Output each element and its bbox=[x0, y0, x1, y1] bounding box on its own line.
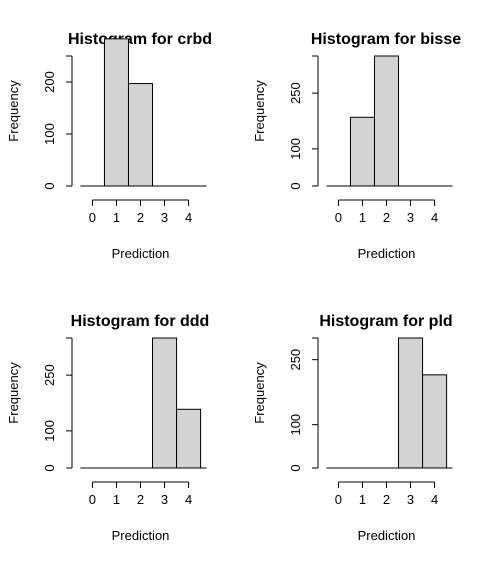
histogram-bar bbox=[422, 374, 448, 469]
chart-title: Histogram for pld bbox=[319, 313, 452, 330]
histogram-panel-2: Histogram for bisse 0 1 2 3 4 0 100 250 Predictio… bbox=[252, 31, 461, 261]
x-axis-label: Prediction bbox=[112, 528, 170, 543]
x-tick-label: 3 bbox=[407, 210, 414, 225]
y-axis-label: Frequency bbox=[6, 80, 21, 142]
chart-title: Histogram for bisse bbox=[311, 31, 461, 48]
x-tick-label: 4 bbox=[185, 210, 192, 225]
histogram-bar bbox=[127, 83, 154, 187]
x-tick-label: 2 bbox=[137, 492, 144, 507]
y-tick-label: 0 bbox=[42, 464, 57, 471]
histogram-bar bbox=[152, 337, 178, 469]
histogram-panel-4: Histogram for pld 0 1 2 3 4 0 100 250 Prediction F… bbox=[252, 313, 453, 543]
x-tick-label: 0 bbox=[335, 210, 342, 225]
y-tick-label: 0 bbox=[288, 464, 303, 471]
y-tick-label: 0 bbox=[288, 182, 303, 189]
x-axis-label: Prediction bbox=[358, 528, 416, 543]
y-axis-label: Frequency bbox=[6, 362, 21, 424]
histogram-bar bbox=[349, 116, 375, 187]
x-tick-label: 2 bbox=[137, 210, 144, 225]
y-tick-label: 250 bbox=[42, 364, 57, 386]
histogram-bar bbox=[373, 55, 400, 187]
x-tick-label: 4 bbox=[431, 492, 438, 507]
y-axis-label: Frequency bbox=[252, 80, 267, 142]
y-tick-label: 0 bbox=[42, 182, 57, 189]
x-tick-label: 0 bbox=[89, 210, 96, 225]
y-tick-label: 250 bbox=[288, 82, 303, 104]
y-tick-label: 200 bbox=[42, 71, 57, 93]
histogram-bar bbox=[103, 38, 129, 187]
x-axis-label: Prediction bbox=[112, 246, 170, 261]
x-tick-label: 1 bbox=[359, 492, 366, 507]
x-tick-label: 3 bbox=[161, 210, 168, 225]
x-tick-label: 0 bbox=[335, 492, 342, 507]
chart-title: Histogram for crbd bbox=[68, 31, 212, 48]
x-tick-label: 3 bbox=[161, 492, 168, 507]
histogram-panel-3: Histogram for ddd 0 1 2 3 4 0 100 250 Prediction F… bbox=[6, 313, 209, 543]
histogram-panel-1: Histogram for crbd 0 1 2 3 4 0 100 200 Prediction… bbox=[6, 31, 212, 261]
chart-title: Histogram for ddd bbox=[71, 313, 210, 330]
histogram-bar bbox=[176, 408, 202, 469]
x-tick-label: 2 bbox=[383, 210, 390, 225]
y-tick-label: 100 bbox=[42, 420, 57, 442]
x-tick-label: 4 bbox=[185, 492, 192, 507]
y-tick-label: 100 bbox=[288, 414, 303, 436]
y-tick-label: 250 bbox=[288, 349, 303, 371]
histogram-bar bbox=[398, 337, 424, 469]
y-tick-label: 100 bbox=[288, 138, 303, 160]
x-tick-label: 2 bbox=[383, 492, 390, 507]
x-axis-label: Prediction bbox=[358, 246, 416, 261]
x-tick-label: 0 bbox=[89, 492, 96, 507]
y-axis-label: Frequency bbox=[252, 362, 267, 424]
x-tick-label: 4 bbox=[431, 210, 438, 225]
x-tick-label: 1 bbox=[359, 210, 366, 225]
x-tick-label: 1 bbox=[113, 492, 120, 507]
x-tick-label: 1 bbox=[113, 210, 120, 225]
y-tick-label: 100 bbox=[42, 123, 57, 145]
x-tick-label: 3 bbox=[407, 492, 414, 507]
